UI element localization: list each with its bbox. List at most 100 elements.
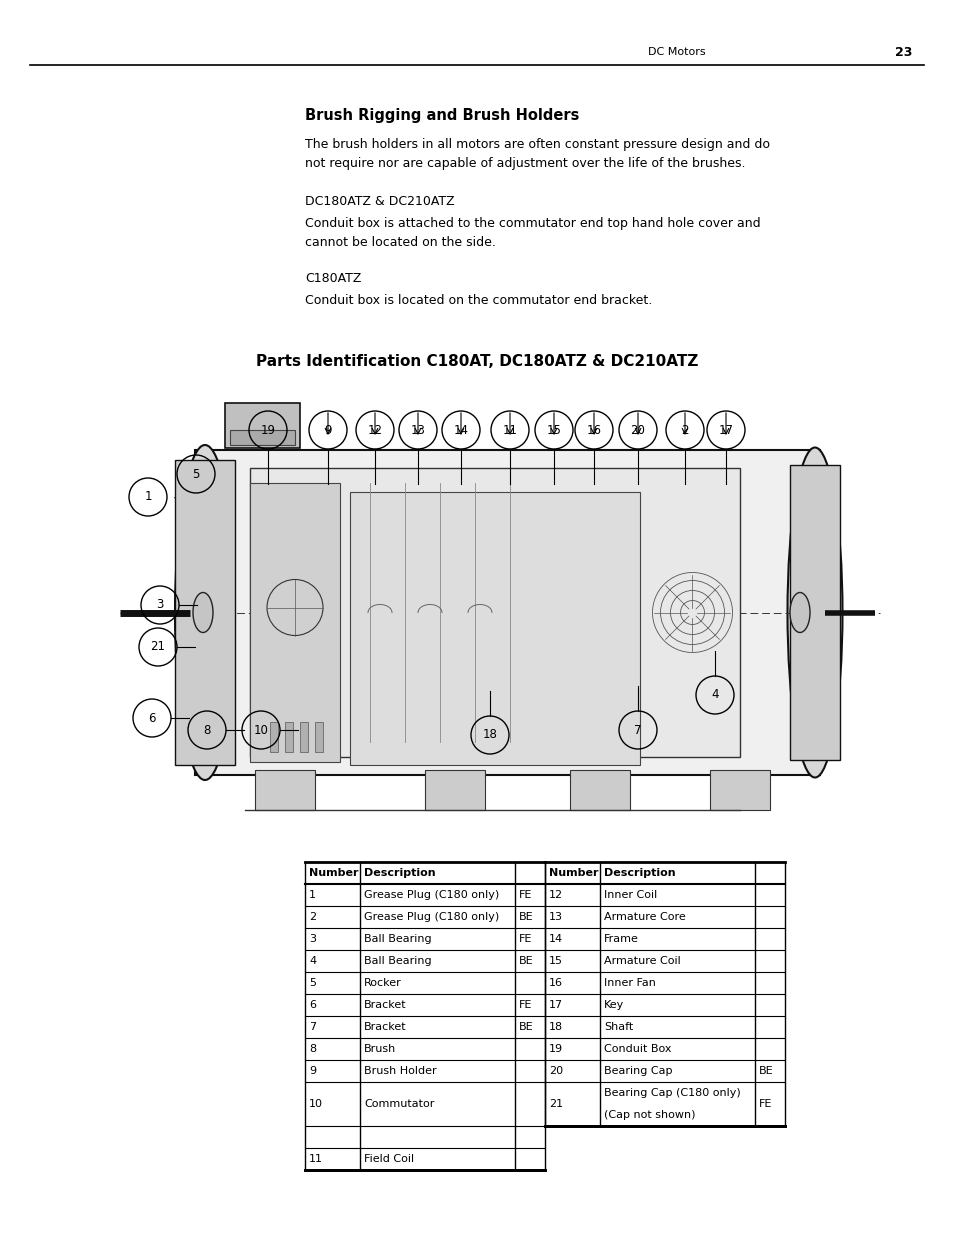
Text: Bearing Cap (C180 only): Bearing Cap (C180 only) — [603, 1088, 740, 1098]
Text: Armature Coil: Armature Coil — [603, 956, 680, 966]
Bar — [424, 769, 484, 810]
Bar — [250, 483, 339, 762]
Text: 7: 7 — [634, 724, 641, 736]
Ellipse shape — [786, 447, 841, 778]
Text: Ball Bearing: Ball Bearing — [364, 956, 431, 966]
Text: Conduit Box: Conduit Box — [603, 1044, 671, 1053]
Text: Bearing Cap: Bearing Cap — [603, 1066, 672, 1076]
Bar — [194, 450, 820, 776]
Text: 6: 6 — [148, 711, 155, 725]
Text: Inner Coil: Inner Coil — [603, 890, 657, 900]
Bar — [314, 722, 323, 752]
Bar — [250, 468, 740, 757]
Text: 10: 10 — [309, 1099, 323, 1109]
Ellipse shape — [174, 445, 234, 781]
Text: 15: 15 — [548, 956, 562, 966]
Text: 17: 17 — [548, 1000, 562, 1010]
Bar — [174, 459, 234, 764]
Text: 16: 16 — [548, 978, 562, 988]
Text: 5: 5 — [193, 468, 199, 480]
Bar — [285, 722, 293, 752]
Text: 18: 18 — [548, 1023, 562, 1032]
Text: Commutator: Commutator — [364, 1099, 434, 1109]
Bar — [230, 430, 294, 445]
Text: 19: 19 — [548, 1044, 562, 1053]
Text: Brush Holder: Brush Holder — [364, 1066, 436, 1076]
Text: Shaft: Shaft — [603, 1023, 633, 1032]
Bar — [569, 769, 629, 810]
Text: Field Coil: Field Coil — [364, 1153, 414, 1165]
Text: 7: 7 — [309, 1023, 315, 1032]
Text: 21: 21 — [151, 641, 165, 653]
Ellipse shape — [789, 593, 809, 632]
Text: 11: 11 — [502, 424, 517, 436]
Text: 2: 2 — [309, 911, 315, 923]
Text: Brush Rigging and Brush Holders: Brush Rigging and Brush Holders — [305, 107, 578, 124]
Text: 21: 21 — [548, 1099, 562, 1109]
Text: 11: 11 — [309, 1153, 323, 1165]
Text: 2: 2 — [680, 424, 688, 436]
Text: 19: 19 — [260, 424, 275, 436]
Text: 20: 20 — [548, 1066, 562, 1076]
Text: Ball Bearing: Ball Bearing — [364, 934, 431, 944]
Bar — [709, 769, 769, 810]
Bar — [350, 492, 639, 764]
Text: 14: 14 — [548, 934, 562, 944]
Text: BE: BE — [518, 911, 533, 923]
Text: Description: Description — [603, 868, 675, 878]
Text: Parts Identification C180AT, DC180ATZ & DC210ATZ: Parts Identification C180AT, DC180ATZ & … — [255, 354, 698, 369]
Text: Number: Number — [548, 868, 598, 878]
Text: 12: 12 — [367, 424, 382, 436]
Text: 13: 13 — [548, 911, 562, 923]
Text: 1: 1 — [144, 490, 152, 504]
Text: 6: 6 — [309, 1000, 315, 1010]
Text: Frame: Frame — [603, 934, 639, 944]
Text: 8: 8 — [203, 724, 211, 736]
Text: Description: Description — [364, 868, 436, 878]
Text: Number: Number — [309, 868, 358, 878]
Text: Conduit box is located on the commutator end bracket.: Conduit box is located on the commutator… — [305, 294, 652, 308]
Text: Brush: Brush — [364, 1044, 395, 1053]
Text: (Cap not shown): (Cap not shown) — [603, 1110, 695, 1120]
Text: 10: 10 — [253, 724, 268, 736]
Text: 15: 15 — [546, 424, 561, 436]
Ellipse shape — [193, 593, 213, 632]
Text: Conduit box is attached to the commutator end top hand hole cover and
cannot be : Conduit box is attached to the commutato… — [305, 217, 760, 249]
Bar — [254, 769, 314, 810]
Text: 14: 14 — [453, 424, 468, 436]
Text: DC Motors: DC Motors — [647, 47, 705, 57]
Text: DC180ATZ & DC210ATZ: DC180ATZ & DC210ATZ — [305, 195, 455, 207]
Text: 9: 9 — [309, 1066, 315, 1076]
Text: Rocker: Rocker — [364, 978, 401, 988]
Text: 16: 16 — [586, 424, 601, 436]
Text: 8: 8 — [309, 1044, 315, 1053]
Text: BE: BE — [759, 1066, 773, 1076]
Text: Grease Plug (C180 only): Grease Plug (C180 only) — [364, 911, 498, 923]
Text: 3: 3 — [156, 599, 164, 611]
Bar — [299, 722, 308, 752]
Text: Bracket: Bracket — [364, 1023, 406, 1032]
Text: 13: 13 — [410, 424, 425, 436]
Text: FE: FE — [518, 890, 532, 900]
Text: 5: 5 — [309, 978, 315, 988]
Text: 1: 1 — [309, 890, 315, 900]
Text: FE: FE — [518, 1000, 532, 1010]
Text: 17: 17 — [718, 424, 733, 436]
Text: Key: Key — [603, 1000, 623, 1010]
Text: FE: FE — [518, 934, 532, 944]
Text: 4: 4 — [711, 688, 718, 701]
Text: 18: 18 — [482, 729, 497, 741]
Bar — [225, 403, 299, 448]
Text: 12: 12 — [548, 890, 562, 900]
Text: BE: BE — [518, 956, 533, 966]
Text: 4: 4 — [309, 956, 315, 966]
Text: The brush holders in all motors are often constant pressure design and do
not re: The brush holders in all motors are ofte… — [305, 138, 769, 170]
Text: Inner Fan: Inner Fan — [603, 978, 655, 988]
Text: 23: 23 — [894, 46, 911, 58]
Text: Armature Core: Armature Core — [603, 911, 685, 923]
Text: 20: 20 — [630, 424, 645, 436]
Bar — [789, 466, 840, 760]
Text: 3: 3 — [309, 934, 315, 944]
Text: Grease Plug (C180 only): Grease Plug (C180 only) — [364, 890, 498, 900]
Text: 9: 9 — [324, 424, 332, 436]
